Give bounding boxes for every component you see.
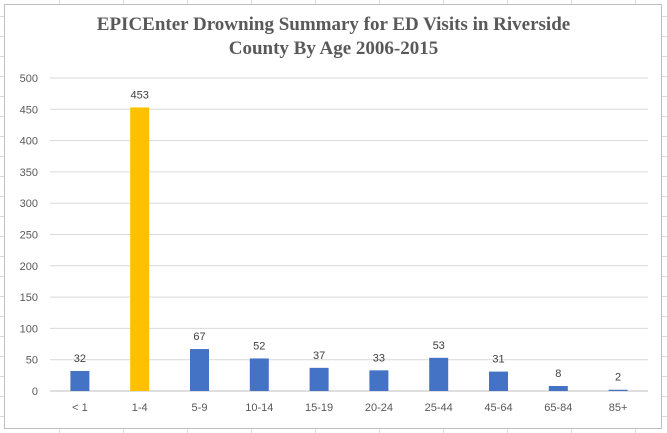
y-tick-label: 300 [20, 198, 38, 210]
x-tick-label: < 1 [72, 402, 88, 414]
data-label: 32 [74, 353, 86, 365]
x-tick-label: 25-44 [425, 402, 453, 414]
x-tick-label: 65-84 [544, 402, 572, 414]
y-tick-label: 150 [20, 292, 38, 304]
bar[interactable] [608, 389, 628, 391]
data-label: 453 [131, 89, 149, 101]
y-tick-label: 50 [26, 355, 38, 367]
y-tick-label: 400 [20, 136, 38, 148]
chart-title: EPICEnter Drowning Summary for ED Visits… [0, 13, 667, 61]
y-tick-label: 200 [20, 261, 38, 273]
data-label: 37 [313, 350, 325, 362]
y-tick-label: 250 [20, 230, 38, 242]
x-tick-label: 85+ [609, 402, 628, 414]
chart-area[interactable] [4, 4, 662, 429]
bar[interactable] [130, 107, 150, 391]
x-tick-label: 45-64 [484, 402, 512, 414]
x-tick-label: 20-24 [365, 402, 393, 414]
y-tick-label: 350 [20, 167, 38, 179]
bar[interactable] [70, 370, 90, 391]
bar[interactable] [369, 370, 389, 391]
x-tick-label: 5-9 [192, 402, 208, 414]
y-tick-label: 100 [20, 323, 38, 335]
data-label: 8 [555, 368, 561, 380]
data-label: 31 [492, 354, 504, 366]
bar[interactable] [429, 357, 449, 391]
bar[interactable] [190, 349, 209, 391]
bar[interactable] [489, 371, 508, 391]
bar[interactable] [249, 358, 269, 391]
y-tick-label: 0 [32, 386, 38, 398]
data-label: 33 [373, 352, 385, 364]
x-tick-label: 1-4 [132, 402, 148, 414]
data-label: 2 [615, 372, 621, 384]
data-label: 52 [253, 340, 265, 352]
chart-title-line-1: EPICEnter Drowning Summary for ED Visits… [96, 14, 571, 35]
y-tick-label: 450 [20, 104, 38, 116]
data-label: 67 [193, 331, 205, 343]
x-tick-label: 10-14 [245, 402, 273, 414]
y-tick-label: 500 [20, 73, 38, 85]
bar[interactable] [309, 367, 329, 391]
bar[interactable] [548, 385, 568, 391]
x-tick-label: 15-19 [305, 402, 333, 414]
chart-title-line-2: County By Age 2006-2015 [228, 38, 439, 59]
data-label: 53 [433, 340, 445, 352]
